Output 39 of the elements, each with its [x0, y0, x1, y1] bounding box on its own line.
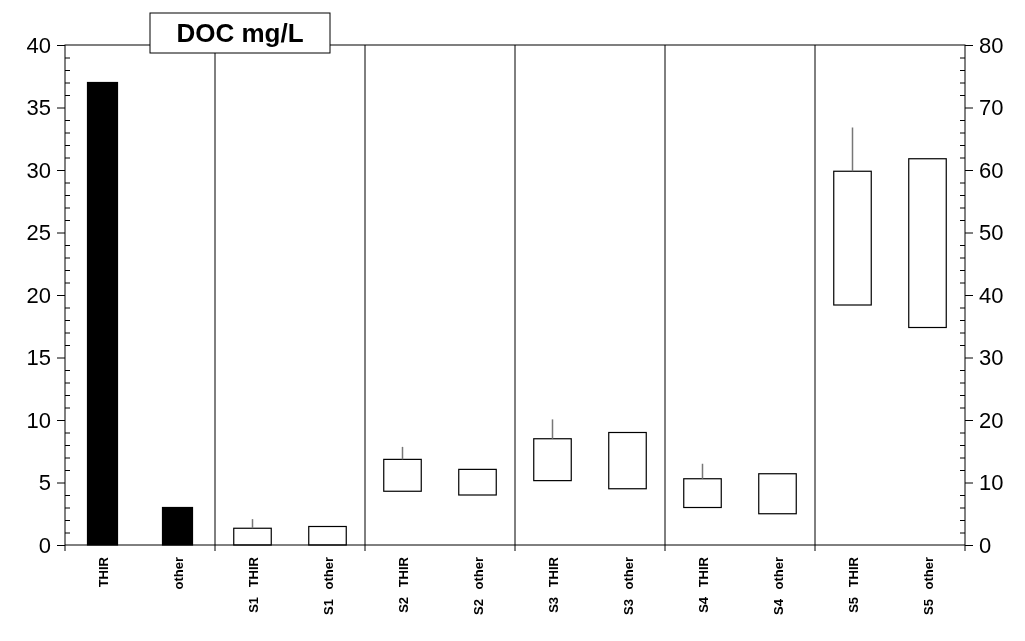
- x-tick-label: S1 other: [320, 557, 336, 616]
- y2-tick-label: 80: [979, 32, 1004, 58]
- y2-tick-label: 40: [979, 282, 1004, 308]
- y-tick-label: 10: [26, 407, 51, 433]
- x-tick-label: S2 THIR: [395, 556, 411, 613]
- x-tick-label: S1 THIR: [245, 556, 261, 613]
- bar: [608, 431, 647, 490]
- y2-tick-label: 30: [979, 345, 1004, 371]
- x-tick-label: other: [170, 557, 186, 590]
- bar: [908, 158, 947, 329]
- bar: [458, 468, 497, 496]
- chart-title: DOC mg/L: [176, 18, 304, 49]
- y2-tick-label: 0: [979, 532, 992, 558]
- bar: [383, 458, 422, 492]
- x-tick-label: S4 THIR: [695, 556, 711, 613]
- y-tick-label: 40: [26, 32, 51, 58]
- bar: [833, 170, 872, 306]
- bar: [758, 473, 797, 515]
- x-tick-label: THIR: [95, 556, 111, 588]
- x-tick-label: S2 other: [470, 557, 486, 616]
- x-tick-label: S4 other: [770, 557, 786, 616]
- x-tick-label: S3 other: [620, 557, 636, 616]
- y-tick-label: 0: [38, 532, 51, 558]
- y-tick-label: 35: [26, 95, 51, 121]
- x-tick-label: S5 other: [920, 557, 936, 616]
- y-tick-label: 5: [38, 470, 51, 496]
- y2-tick-label: 10: [979, 470, 1004, 496]
- x-tick-label: S5 THIR: [845, 556, 861, 613]
- y2-tick-label: 50: [979, 220, 1004, 246]
- y-tick-label: 30: [26, 157, 51, 183]
- bar: [533, 438, 572, 482]
- y-tick-label: 25: [26, 220, 51, 246]
- y2-tick-label: 20: [979, 407, 1004, 433]
- y2-tick-label: 70: [979, 95, 1004, 121]
- y-tick-label: 15: [26, 345, 51, 371]
- y2-tick-label: 60: [979, 157, 1004, 183]
- x-tick-label: S3 THIR: [545, 556, 561, 613]
- bar: [683, 478, 722, 509]
- y-tick-label: 20: [26, 282, 51, 308]
